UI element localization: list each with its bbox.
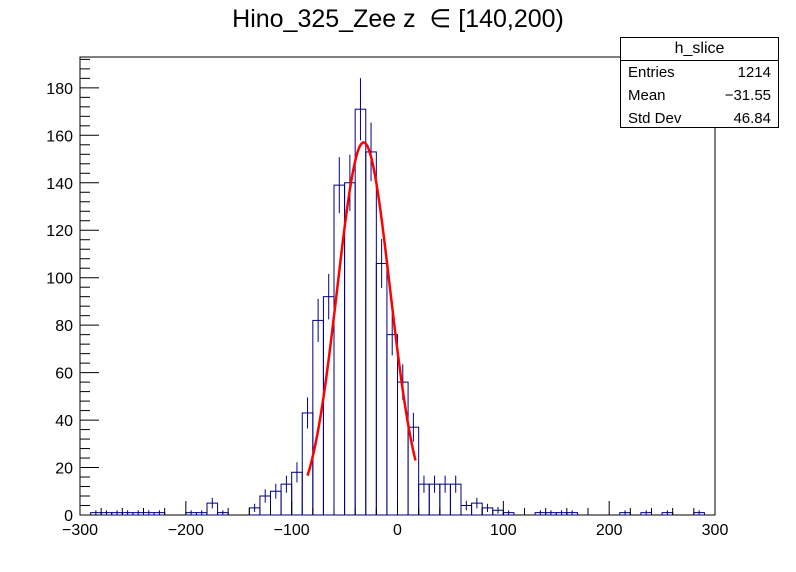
y-tick-label: 20 [55,461,73,478]
histogram-bin [397,381,409,516]
y-tick-label: 160 [46,128,73,145]
stats-value: 46.84 [733,110,771,127]
x-tick-label: 200 [596,522,623,539]
stats-row-mean: Mean −31.55 [621,84,778,107]
histogram-bin [365,151,377,516]
stats-label: Mean [628,87,666,104]
stats-box: h_slice Entries 1214 Mean −31.55 Std Dev… [620,37,779,128]
histogram-bin [386,334,398,516]
stats-box-name: h_slice [621,38,778,61]
y-tick-label: 100 [46,271,73,288]
stats-label: Entries [628,64,675,81]
y-tick-label: 60 [55,366,73,383]
y-tick-label: 0 [64,508,73,525]
stats-value: 1214 [737,64,771,81]
stats-row-entries: Entries 1214 [621,61,778,84]
x-tick-label: 300 [702,522,729,539]
y-tick-label: 40 [55,413,73,430]
stats-value: −31.55 [724,87,771,104]
x-tick-label: −100 [274,522,310,539]
x-tick-label: 0 [393,522,402,539]
histogram-bin [354,108,367,516]
stats-label: Std Dev [628,110,682,127]
x-tick-label: −300 [62,522,98,539]
y-tick-label: 120 [46,223,73,240]
y-tick-label: 180 [46,81,73,98]
chart-title: Hino_325_Zee z ∈ [140,200) [232,5,564,33]
stats-row-stddev: Std Dev 46.84 [621,107,778,130]
histogram-bin [344,182,356,516]
x-tick-label: −200 [168,522,204,539]
x-tick-label: 100 [490,522,517,539]
histogram-bin [375,262,388,516]
gaussian-fit-curve [306,141,417,476]
y-tick-label: 80 [55,318,73,335]
histogram-bin [312,319,324,516]
y-tick-label: 140 [46,176,73,193]
